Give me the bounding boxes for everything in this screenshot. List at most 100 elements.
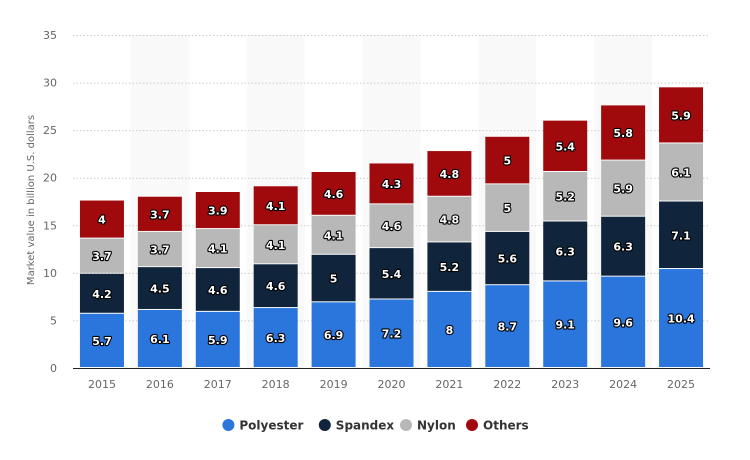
bar-segment-others	[485, 136, 530, 184]
data-label: 6.3	[555, 245, 575, 258]
bar-segment-polyester	[137, 309, 182, 367]
y-tick-label: 35	[43, 29, 57, 42]
data-label: 5	[330, 273, 338, 286]
bar-segment-spandex	[543, 221, 588, 281]
y-tick-label: 20	[43, 172, 57, 185]
data-label: 5.7	[92, 335, 112, 348]
data-label: 4.8	[440, 168, 460, 181]
x-tick-label: 2024	[609, 378, 637, 391]
data-label: 6.3	[613, 241, 633, 254]
data-label: 4	[98, 214, 106, 227]
data-label: 4.1	[266, 200, 286, 213]
data-label: 4.1	[324, 229, 344, 242]
data-label: 4.1	[208, 243, 228, 256]
bar-segment-others	[659, 87, 704, 143]
y-axis-label: Market value in billion U.S. dollars	[26, 115, 37, 285]
data-label: 4.6	[266, 280, 286, 293]
x-axis-ticks: 2015 2016 2017 2018 2019 2020 2021 2022 2023 2024…	[88, 378, 695, 391]
x-tick-label: 2020	[378, 378, 406, 391]
data-label: 5.8	[613, 127, 633, 140]
data-label: 6.9	[324, 329, 344, 342]
bar-segment-spandex	[485, 231, 530, 285]
legend: Polyester Spandex Nylon Others	[222, 419, 529, 433]
data-label: 4.3	[382, 178, 402, 191]
data-label: 5	[503, 202, 511, 215]
bar-segment-polyester	[79, 313, 124, 367]
bar-segment-nylon	[311, 215, 356, 254]
legend-marker-polyester	[222, 419, 235, 431]
x-tick-label: 2025	[667, 378, 695, 391]
bar-segment-others	[369, 163, 414, 204]
y-tick-label: 5	[50, 314, 57, 327]
x-tick-label: 2021	[435, 378, 463, 391]
data-label: 4.8	[440, 214, 460, 227]
legend-marker-nylon	[400, 419, 412, 431]
bar-segment-spandex	[369, 248, 414, 299]
data-label: 3.7	[92, 250, 112, 263]
y-tick-label: 0	[50, 362, 57, 375]
bar-segment-spandex	[195, 268, 240, 311]
legend-label: Nylon	[417, 419, 456, 433]
data-label: 5.9	[208, 334, 228, 347]
legend-marker-spandex	[318, 419, 331, 431]
data-label: 5	[503, 155, 511, 168]
x-tick-label: 2019	[320, 378, 348, 391]
data-label: 3.9	[208, 205, 228, 218]
bar-segment-polyester	[601, 276, 646, 367]
bars: 5.7 4.2 3.7 4 6.1 4.5 3.7 3.7 5.9 4.6 4.1 3.9 6.3 4.6…	[79, 87, 704, 367]
data-label: 4.6	[324, 188, 344, 201]
bar-segment-nylon	[427, 196, 472, 242]
bar-segment-nylon	[369, 204, 414, 248]
bar-segment-polyester	[485, 285, 530, 367]
legend-marker-others	[466, 419, 478, 431]
bar-segment-others	[601, 105, 646, 160]
bar-segment-spandex	[137, 267, 182, 309]
data-label: 5.6	[498, 253, 518, 266]
y-tick-label: 10	[43, 267, 57, 280]
bar-segment-nylon	[659, 143, 704, 201]
data-label: 6.3	[266, 332, 286, 345]
data-label: 5.9	[671, 109, 691, 122]
bar-segment-others	[253, 186, 298, 225]
legend-label: Polyester	[239, 419, 303, 433]
bar-segment-others	[137, 196, 182, 231]
data-label: 5.2	[555, 191, 575, 204]
data-label: 5.4	[382, 268, 402, 281]
bar-segment-polyester	[659, 269, 704, 367]
bar-segment-spandex	[311, 254, 356, 302]
bar-segment-polyester	[195, 311, 240, 367]
bar-segment-nylon	[485, 184, 530, 231]
x-tick-label: 2023	[551, 378, 579, 391]
bar-segment-spandex	[253, 264, 298, 308]
bar-segment-others	[543, 120, 588, 172]
bar-segment-nylon	[543, 172, 588, 221]
data-label: 9.6	[613, 316, 633, 329]
bar-segment-polyester	[311, 302, 356, 367]
bar-segment-spandex	[427, 242, 472, 291]
bar-segment-nylon	[195, 229, 240, 268]
bar-segment-nylon	[137, 231, 182, 267]
bar-segment-spandex	[659, 201, 704, 269]
data-label: 4.6	[382, 220, 402, 233]
y-tick-label: 25	[43, 124, 57, 137]
x-tick-label: 2022	[493, 378, 521, 391]
x-tick-label: 2017	[204, 378, 232, 391]
data-label: 4.1	[266, 239, 286, 252]
bar-segment-nylon	[601, 160, 646, 216]
data-label: 4.2	[92, 288, 112, 301]
data-label: 8.7	[498, 321, 518, 334]
data-label: 9.1	[555, 319, 575, 332]
legend-label: Others	[483, 419, 529, 433]
data-label: 6.1	[671, 166, 691, 179]
bar-segment-others	[195, 191, 240, 229]
data-label: 7.1	[671, 229, 691, 242]
bar-segment-others	[311, 172, 356, 215]
data-label: 3.7	[150, 244, 170, 257]
y-tick-label: 30	[43, 77, 57, 90]
data-label: 7.2	[382, 328, 402, 341]
data-label: 5.2	[440, 261, 460, 274]
bar-segment-nylon	[253, 225, 298, 264]
data-label: 4.5	[150, 283, 170, 296]
bar-segment-polyester	[369, 299, 414, 367]
